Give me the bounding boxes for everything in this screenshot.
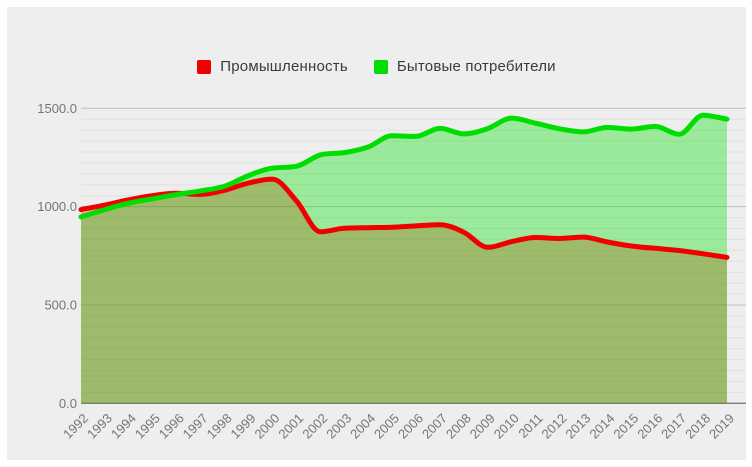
x-tick-label: 1994	[108, 411, 139, 442]
x-tick-label: 2003	[323, 411, 354, 442]
x-tick-label: 1993	[84, 411, 115, 442]
y-tick-label: 500.0	[44, 298, 77, 313]
x-tick-label: 2007	[419, 411, 450, 442]
x-tick-label: 2000	[251, 411, 282, 442]
x-tick-label: 2009	[467, 411, 498, 442]
y-tick-label: 1500.0	[37, 101, 77, 116]
x-tick-label: 2017	[658, 411, 689, 442]
x-tick-label: 2001	[275, 411, 306, 442]
x-tick-label: 2002	[299, 411, 330, 442]
x-tick-label: 2019	[706, 411, 737, 442]
x-tick-label: 2005	[371, 411, 402, 442]
x-tick-label: 2006	[395, 411, 426, 442]
legend-item-household: Бытовые потребители	[373, 58, 556, 75]
x-tick-label: 2013	[562, 411, 593, 442]
x-tick-label: 2010	[491, 411, 522, 442]
y-tick-label: 0.0	[59, 396, 77, 411]
series-line-household	[78, 112, 730, 220]
x-tick-label: 2008	[443, 411, 474, 442]
x-tick-label: 2015	[610, 411, 641, 442]
x-tick-label: 2011	[515, 411, 545, 441]
x-tick-label: 1995	[132, 411, 163, 442]
x-tick-label: 1998	[204, 411, 235, 442]
x-tick-label: 2016	[634, 411, 665, 442]
x-tick-label: 2014	[586, 411, 617, 442]
x-tick-label: 2004	[347, 411, 378, 442]
x-tick-label: 1997	[180, 411, 211, 442]
chart-panel	[7, 7, 746, 460]
legend-swatch-household-icon	[373, 59, 388, 74]
legend-label-industry: Промышленность	[220, 58, 348, 75]
x-tick-label: 1996	[156, 411, 187, 442]
area-fill-household	[81, 115, 727, 404]
x-tick-label: 2018	[682, 411, 713, 442]
x-tick-label: 1992	[60, 411, 91, 442]
legend-swatch-industry-icon	[197, 59, 212, 74]
legend-item-industry: Промышленность	[197, 58, 348, 75]
area-fill-industry	[81, 179, 727, 404]
legend-label-household: Бытовые потребители	[396, 58, 556, 75]
x-tick-label: 2012	[539, 411, 570, 442]
legend: Промышленность Бытовые потребители	[7, 58, 746, 75]
y-tick-label: 1000.0	[37, 199, 77, 214]
x-tick-label: 1999	[228, 411, 259, 442]
